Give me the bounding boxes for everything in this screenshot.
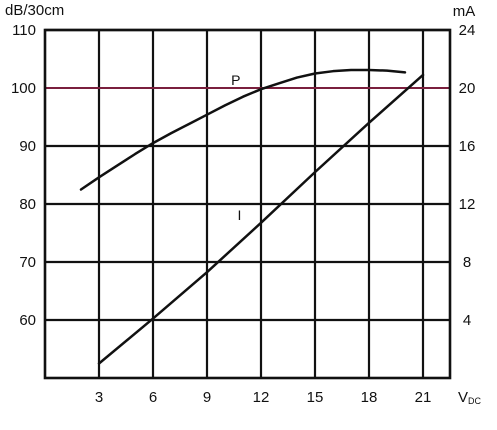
y-left-tick-label: 80 [19, 196, 36, 213]
x-tick-label: 21 [415, 389, 432, 406]
y-right-tick-label: 4 [463, 312, 471, 329]
x-tick-label: 12 [253, 389, 270, 406]
x-tick-label: 18 [361, 389, 378, 406]
y-left-tick-label: 90 [19, 138, 36, 155]
left-axis-unit: dB/30cm [5, 2, 64, 19]
series-group [79, 68, 425, 365]
grid [45, 28, 450, 378]
y-left-tick-label: 60 [19, 312, 36, 329]
series-label-i: I [237, 207, 241, 223]
y-left-tick-label: 110 [12, 22, 36, 39]
plot-frame [43, 28, 452, 380]
x-tick-label: 9 [203, 389, 211, 406]
y-right-tick-label: 12 [459, 196, 476, 213]
series-label-p: P [231, 72, 240, 88]
y-right-tick-label: 20 [459, 80, 476, 97]
y-right-tick-label: 8 [463, 254, 471, 271]
x-axis-unit: VDC [458, 389, 482, 406]
x-axis-unit-main: V [458, 389, 468, 406]
y-left-tick-label: 100 [11, 80, 36, 97]
series-line-p [79, 68, 407, 191]
plot-border [43, 28, 452, 380]
y-left-tick-label: 70 [19, 254, 36, 271]
x-tick-label: 15 [307, 389, 324, 406]
labels-group: 110 100 90 80 70 60 24 20 16 12 8 4 3 6 9 12 15 18 21 dB/30… [5, 2, 482, 406]
x-tick-label: 3 [95, 389, 103, 406]
y-right-tick-label: 16 [459, 138, 476, 155]
series-line-i [97, 73, 425, 365]
x-axis-unit-sub: DC [468, 396, 481, 406]
x-tick-label: 6 [149, 389, 157, 406]
right-axis-unit: mA [453, 3, 476, 20]
y-right-tick-label: 24 [459, 22, 476, 39]
